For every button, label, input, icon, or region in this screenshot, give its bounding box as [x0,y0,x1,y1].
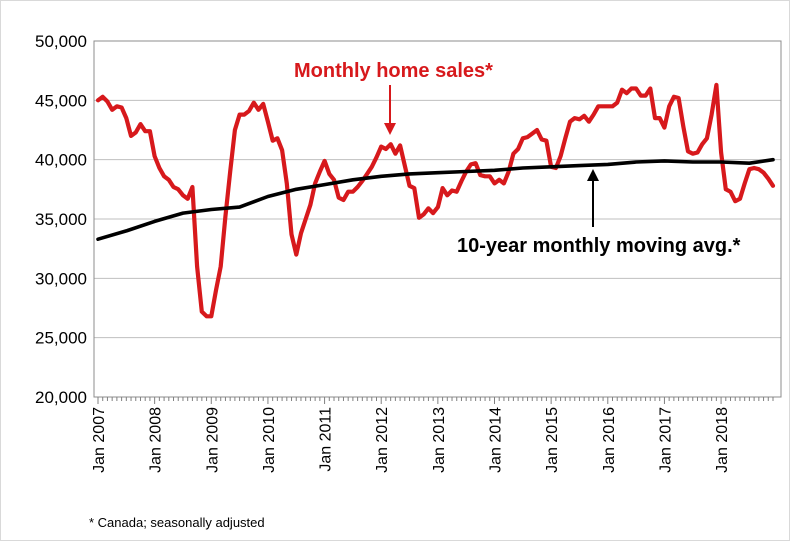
moving-average-line [96,157,775,241]
x-tick-label: Jan 2009 [204,407,221,473]
x-tick-label: Jan 2007 [91,407,108,473]
x-axis: Jan 2007 Jan 2008 Jan 2009 Jan 2010 Jan 2011… [91,397,774,473]
y-tick-label: 25,000 [35,329,87,348]
moving-average-arrowhead [587,169,599,181]
annotations: Monthly home sales* 10-year monthly movi… [294,60,741,257]
monthly-sales-annotation: Monthly home sales* [294,60,493,82]
x-tick-label: Jan 2008 [148,407,165,473]
y-axis: 20,000 25,000 30,000 35,000 40,000 45,000 50,0… [35,32,87,407]
monthly-sales-arrowhead [384,123,396,135]
monthly-sales-line [95,82,776,319]
x-tick-label: Jan 2017 [657,407,674,473]
moving-average-annotation: 10-year monthly moving avg.* [457,235,741,257]
y-tick-label: 30,000 [35,269,87,288]
grid-lines [93,40,782,398]
series-group [95,82,776,319]
x-tick-label: Jan 2014 [488,407,505,473]
footnote: * Canada; seasonally adjusted [89,515,265,530]
y-tick-label: 50,000 [35,32,87,51]
x-tick-label: Jan 2011 [318,407,335,472]
x-tick-label: Jan 2015 [544,407,561,473]
y-tick-label: 35,000 [35,210,87,229]
x-tick-label: Jan 2016 [601,407,618,473]
x-tick-label: Jan 2012 [374,407,391,473]
x-tick-label: Jan 2013 [431,407,448,473]
x-tick-label: Jan 2018 [714,407,731,473]
y-tick-label: 45,000 [35,91,87,110]
y-tick-label: 40,000 [35,151,87,170]
y-tick-label: 20,000 [35,388,87,407]
x-tick-label: Jan 2010 [261,407,278,473]
